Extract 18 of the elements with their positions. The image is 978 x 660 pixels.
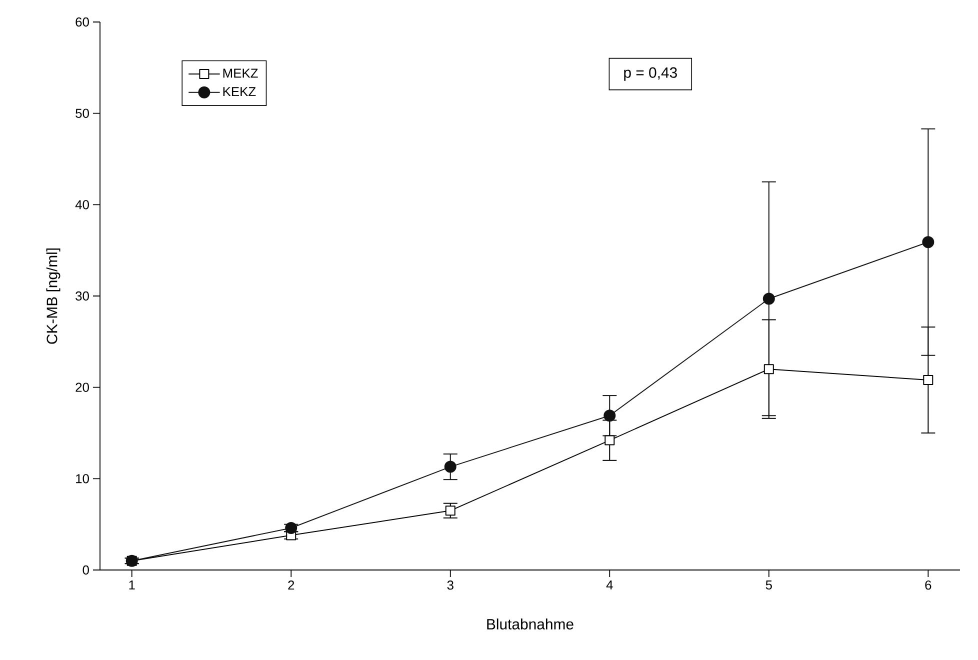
- x-tick-label: 4: [606, 580, 613, 590]
- y-tick-label: 50: [76, 108, 89, 118]
- annotation: p = 0,43: [624, 67, 677, 81]
- x-tick-label: 2: [288, 580, 294, 590]
- y-tick-label: 30: [76, 291, 89, 301]
- y-axis-title: CK-MB [ng/ml]: [46, 248, 60, 344]
- x-tick-label: 1: [129, 580, 135, 590]
- y-tick-label: 10: [76, 474, 89, 484]
- y-tick-label: 60: [76, 17, 89, 27]
- x-axis-title: Blutabnahme: [487, 618, 574, 630]
- x-tick-label: 3: [447, 580, 454, 590]
- legend-label: MEKZ: [223, 68, 258, 78]
- x-tick-label: 5: [766, 580, 772, 590]
- legend-label: KEKZ: [223, 87, 256, 96]
- x-tick-label: 6: [925, 580, 932, 590]
- y-tick-label: 0: [82, 565, 89, 575]
- y-tick-label: 40: [75, 200, 89, 210]
- y-tick-label: 20: [76, 382, 89, 392]
